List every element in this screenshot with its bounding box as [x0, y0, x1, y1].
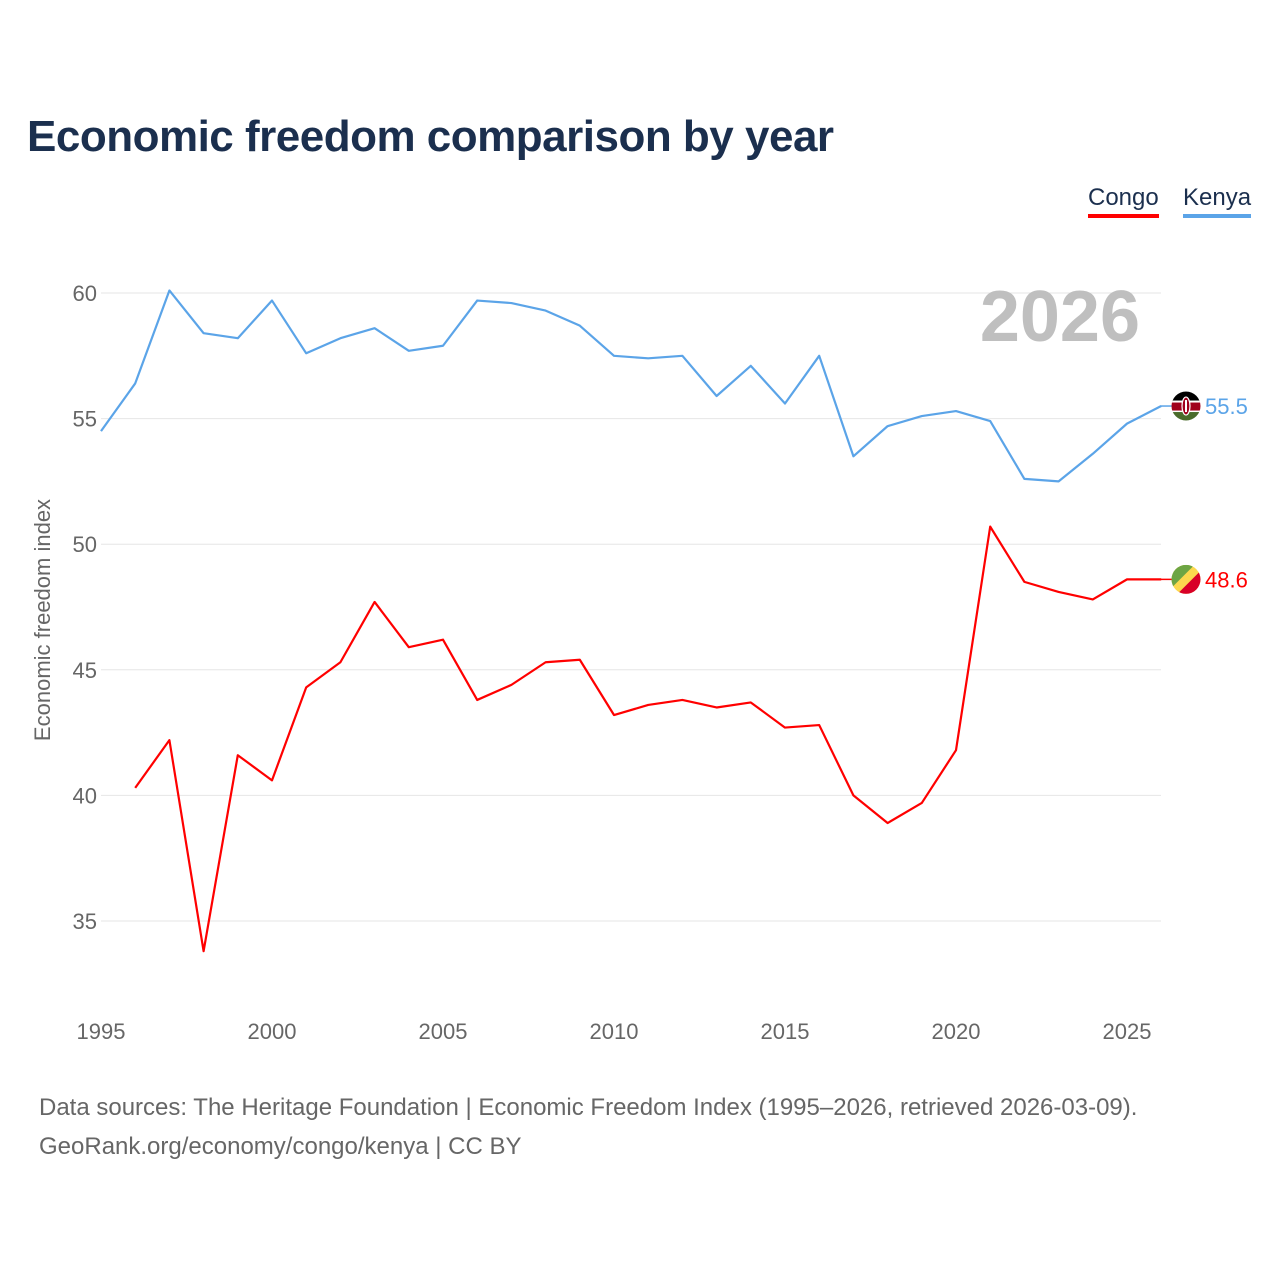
y-tick-label: 35: [73, 909, 97, 934]
y-tick-label: 60: [73, 281, 97, 306]
source-line-1: Data sources: The Heritage Foundation | …: [39, 1094, 1138, 1121]
x-tick-label: 2025: [1103, 1019, 1152, 1044]
congo-flag-icon: [1171, 564, 1201, 594]
chart-title: Economic freedom comparison by year: [27, 112, 834, 161]
y-tick-label: 50: [73, 532, 97, 557]
x-tick-label: 2010: [590, 1019, 639, 1044]
x-tick-label: 2020: [932, 1019, 981, 1044]
y-tick-label: 55: [73, 407, 97, 432]
series-line-kenya: [100, 289, 1162, 483]
x-tick-label: 2015: [761, 1019, 810, 1044]
legend-item-congo[interactable]: Congo: [1088, 184, 1159, 218]
series-line-congo: [134, 525, 1162, 953]
source-note: Data sources: The Heritage Foundation | …: [39, 1088, 1137, 1166]
y-axis-label: Economic freedom index: [30, 499, 55, 741]
x-tick-label: 2000: [248, 1019, 297, 1044]
kenya-flag-icon: [1171, 391, 1201, 421]
x-tick-label: 1995: [77, 1019, 126, 1044]
year-watermark: 2026: [980, 277, 1140, 357]
x-tick-label: 2005: [419, 1019, 468, 1044]
y-tick-label: 45: [73, 658, 97, 683]
source-line-2[interactable]: GeoRank.org/economy/congo/kenya | CC BY: [39, 1133, 522, 1160]
legend-item-kenya[interactable]: Kenya: [1183, 184, 1252, 218]
end-value-label-kenya: 55.5: [1205, 394, 1248, 419]
y-tick-label: 40: [73, 783, 97, 808]
end-value-label-congo: 48.6: [1205, 567, 1248, 592]
